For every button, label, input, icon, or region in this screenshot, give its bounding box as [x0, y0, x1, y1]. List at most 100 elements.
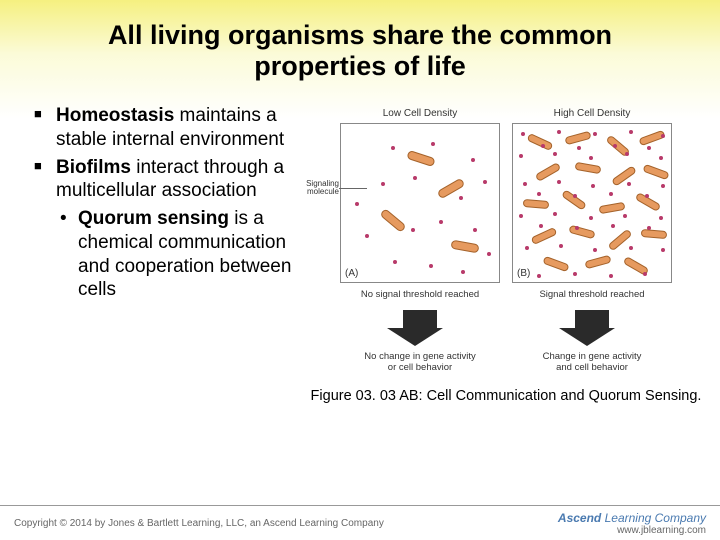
signal-dot-icon	[611, 224, 615, 228]
signal-dot-icon	[553, 212, 557, 216]
signal-dot-icon	[439, 220, 443, 224]
figure-caption: Figure 03. 03 AB: Cell Communication and…	[311, 388, 702, 405]
signal-dot-icon	[487, 252, 491, 256]
signal-dot-icon	[557, 130, 561, 134]
figure-wrap: Low Cell Density Signalingmolecule (A) N…	[310, 108, 702, 405]
signal-dot-icon	[519, 214, 523, 218]
bullet-quorum: Quorum sensing is a chemical communicati…	[56, 207, 300, 302]
bacterium-icon	[561, 189, 587, 210]
panel-a-top: Low Cell Density	[383, 108, 457, 119]
slide-title: All living organisms share the common pr…	[0, 0, 720, 82]
signal-dot-icon	[525, 246, 529, 250]
signal-dot-icon	[559, 244, 563, 248]
panel-a-bot: No change in gene activityor cell behavi…	[364, 352, 475, 374]
signal-dot-icon	[557, 180, 561, 184]
signal-dot-icon	[461, 270, 465, 274]
panel-b-column: High Cell Density (B) Signal threshold r…	[512, 108, 672, 374]
bacterium-icon	[584, 255, 611, 269]
bullets-column: Homeostasis maintains a stable internal …	[0, 104, 310, 405]
signal-dot-icon	[355, 202, 359, 206]
signal-dot-icon	[623, 214, 627, 218]
signal-dot-icon	[521, 132, 525, 136]
signal-dot-icon	[661, 184, 665, 188]
brand: Ascend Learning Company www.jblearning.c…	[558, 511, 706, 536]
signal-dot-icon	[553, 152, 557, 156]
signal-dot-icon	[471, 158, 475, 162]
signal-dot-icon	[625, 152, 629, 156]
signal-dot-icon	[593, 248, 597, 252]
signal-dot-icon	[659, 216, 663, 220]
bullet-biofilms: Biofilms interact through a multicellula…	[34, 156, 300, 303]
bacterium-icon	[535, 162, 562, 182]
signal-dot-icon	[473, 228, 477, 232]
signal-dot-icon	[391, 146, 395, 150]
signal-dot-icon	[627, 182, 631, 186]
signal-dot-icon	[431, 142, 435, 146]
signal-dot-icon	[593, 132, 597, 136]
signal-dot-icon	[519, 154, 523, 158]
panel-a-mid: No signal threshold reached	[361, 289, 479, 300]
signal-dot-icon	[413, 176, 417, 180]
panel-b-letter: (B)	[517, 268, 530, 279]
signal-dot-icon	[589, 156, 593, 160]
bacterium-icon	[575, 162, 602, 174]
signal-dot-icon	[609, 192, 613, 196]
term-homeostasis: Homeostasis	[56, 105, 174, 126]
panel-a-arrow	[398, 310, 443, 346]
signal-dot-icon	[661, 248, 665, 252]
bacterium-icon	[599, 202, 626, 214]
signal-line	[339, 188, 367, 189]
signal-dot-icon	[591, 184, 595, 188]
signal-dot-icon	[393, 260, 397, 264]
signal-dot-icon	[537, 192, 541, 196]
signal-label: Signalingmolecule	[297, 180, 339, 197]
copyright: Copyright © 2014 by Jones & Bartlett Lea…	[14, 518, 384, 529]
bacterium-icon	[611, 165, 637, 186]
signal-dot-icon	[411, 228, 415, 232]
panel-a: Signalingmolecule (A)	[340, 123, 500, 283]
signal-dot-icon	[661, 134, 665, 138]
bacterium-icon	[564, 131, 591, 145]
signal-dot-icon	[429, 264, 433, 268]
signal-dot-icon	[577, 146, 581, 150]
content-row: Homeostasis maintains a stable internal …	[0, 104, 720, 405]
signal-dot-icon	[629, 246, 633, 250]
bacterium-icon	[642, 164, 669, 180]
bacterium-icon	[523, 199, 550, 209]
brand-top: Ascend Learning Company	[558, 511, 706, 525]
footer: Copyright © 2014 by Jones & Bartlett Lea…	[0, 505, 720, 540]
signal-dot-icon	[523, 182, 527, 186]
bacterium-icon	[638, 130, 665, 146]
bacterium-icon	[531, 227, 558, 245]
panel-b: (B)	[512, 123, 672, 283]
signal-dot-icon	[659, 156, 663, 160]
bacterium-icon	[379, 208, 406, 233]
panel-b-arrow	[570, 310, 615, 346]
figure-column: Low Cell Density Signalingmolecule (A) N…	[310, 104, 720, 405]
signal-dot-icon	[643, 272, 647, 276]
term-biofilms: Biofilms	[56, 157, 131, 178]
signal-dot-icon	[537, 274, 541, 278]
signal-dot-icon	[365, 234, 369, 238]
panel-b-top: High Cell Density	[554, 108, 631, 119]
panel-a-column: Low Cell Density Signalingmolecule (A) N…	[340, 108, 500, 374]
bacterium-icon	[542, 256, 569, 272]
signal-dot-icon	[539, 224, 543, 228]
signal-dot-icon	[629, 130, 633, 134]
bacterium-icon	[406, 150, 435, 167]
bullet-homeostasis: Homeostasis maintains a stable internal …	[34, 104, 300, 152]
figure-panels: Low Cell Density Signalingmolecule (A) N…	[340, 108, 672, 374]
panel-b-mid: Signal threshold reached	[539, 289, 644, 300]
bacterium-icon	[641, 229, 668, 239]
signal-dot-icon	[483, 180, 487, 184]
signal-dot-icon	[459, 196, 463, 200]
panel-a-letter: (A)	[345, 268, 358, 279]
signal-dot-icon	[609, 274, 613, 278]
term-quorum: Quorum sensing	[78, 208, 229, 229]
signal-dot-icon	[589, 216, 593, 220]
bacterium-icon	[450, 240, 479, 254]
brand-url: www.jblearning.com	[617, 525, 706, 536]
signal-dot-icon	[573, 272, 577, 276]
bacterium-icon	[527, 133, 554, 151]
panel-b-bot: Change in gene activityand cell behavior	[543, 352, 642, 374]
